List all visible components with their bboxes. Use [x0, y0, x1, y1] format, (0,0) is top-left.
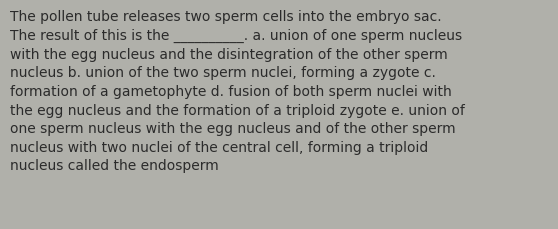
Text: The pollen tube releases two sperm cells into the embryo sac.
The result of this: The pollen tube releases two sperm cells…	[10, 10, 465, 173]
